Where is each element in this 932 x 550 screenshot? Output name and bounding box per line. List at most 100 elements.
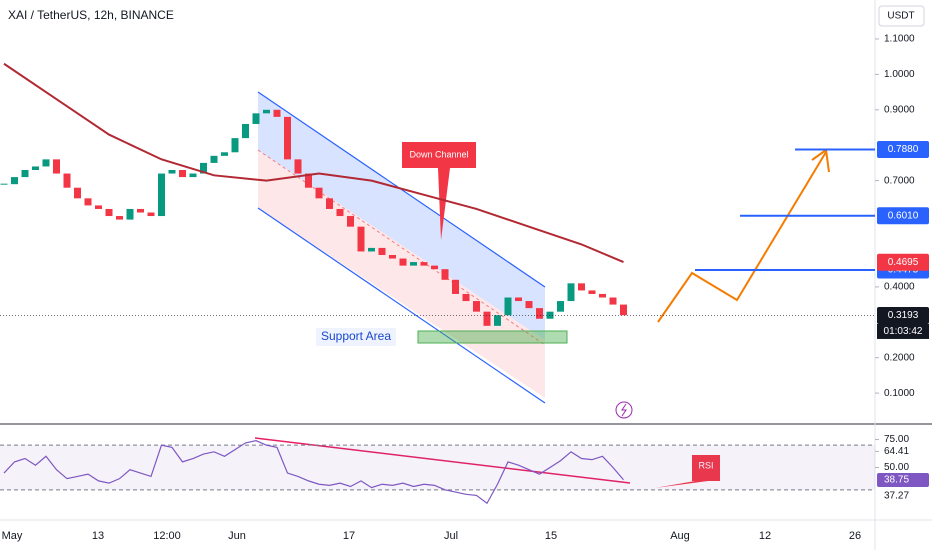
candle <box>494 315 501 326</box>
rsi-callout-text: RSI <box>698 460 713 470</box>
candle <box>168 170 176 174</box>
event-icon <box>621 403 627 417</box>
x-tick-label: 13 <box>92 530 104 542</box>
candle <box>42 159 50 167</box>
candle <box>462 293 470 302</box>
candle <box>599 293 606 298</box>
x-tick-label: Jun <box>228 530 246 542</box>
countdown: 01:03:42 <box>884 326 923 337</box>
callout <box>402 142 476 240</box>
rsi-tag: 38.75 <box>884 475 909 486</box>
candle <box>410 262 417 266</box>
candle <box>273 109 281 117</box>
candle <box>242 123 249 139</box>
candle <box>189 173 197 178</box>
channel-fill <box>258 92 545 340</box>
projection-arrow <box>657 151 827 323</box>
candle <box>284 116 291 160</box>
candle <box>105 208 113 217</box>
y-tick-label: 0.7000 <box>884 175 915 186</box>
candle <box>231 138 239 153</box>
rsi-band <box>0 445 875 490</box>
candle <box>221 152 228 156</box>
candle <box>137 208 144 213</box>
candle <box>578 283 585 291</box>
candle <box>620 304 627 316</box>
rsi-line <box>3 440 624 505</box>
candle <box>252 113 260 124</box>
candle <box>567 283 575 302</box>
candle <box>536 308 543 319</box>
candle <box>483 311 491 326</box>
candle <box>557 301 564 312</box>
channel-line <box>257 207 546 404</box>
candle <box>525 301 533 309</box>
callout-text: Down Channel <box>409 149 468 159</box>
y-tick-label: 0.4000 <box>884 282 915 293</box>
y-tick-label: 0.1000 <box>884 388 915 399</box>
x-tick-label: May <box>2 530 23 542</box>
currency-box[interactable] <box>878 5 925 27</box>
candle <box>368 247 375 252</box>
candle <box>315 187 323 199</box>
level-tag-bg <box>877 207 929 225</box>
currency[interactable]: USDT <box>887 11 914 22</box>
candle <box>609 297 617 305</box>
candle <box>420 262 428 266</box>
candle <box>263 109 270 114</box>
candle <box>200 162 207 174</box>
channel-mid <box>257 149 546 346</box>
candle <box>147 212 155 217</box>
candle <box>326 198 333 209</box>
candle <box>378 247 386 255</box>
candle <box>294 159 302 174</box>
rsi-tick-label: 75.00 <box>884 434 909 445</box>
support-label: Support Area <box>321 329 391 343</box>
candle <box>399 258 407 266</box>
candle <box>431 265 438 270</box>
support-zone <box>417 330 568 344</box>
rsi-callout <box>655 455 720 488</box>
last-price-tag: 0.3193 <box>888 310 919 321</box>
x-tick-label: 12:00 <box>153 530 181 542</box>
candle <box>21 170 29 178</box>
y-tick-label: 1.1000 <box>884 34 915 45</box>
candle <box>357 226 365 252</box>
channel-fill-lower <box>258 150 545 398</box>
y-tick-label: 1.0000 <box>884 69 915 80</box>
event-icon <box>615 401 633 419</box>
candle <box>347 216 354 227</box>
ma-tag-bg <box>877 253 929 271</box>
x-tick-label: Aug <box>670 530 690 542</box>
support-label-bg <box>316 328 396 346</box>
rsi-tick-label: 50.00 <box>884 462 909 473</box>
candle <box>179 170 186 178</box>
x-tick-label: 17 <box>343 530 355 542</box>
candle <box>441 269 449 280</box>
candle <box>116 216 123 220</box>
candle <box>588 290 596 294</box>
level-tag: 0.6010 <box>888 210 919 221</box>
candle <box>336 208 344 217</box>
countdown-bg <box>877 323 929 339</box>
x-tick-label: Jul <box>444 530 458 542</box>
moving-average <box>3 62 624 264</box>
last-price-tag-bg <box>877 306 929 324</box>
rsi-tag-bg <box>877 473 929 488</box>
candle <box>53 159 60 174</box>
level-tag-bg <box>877 140 929 158</box>
x-tick-label: 12 <box>759 530 771 542</box>
chart-title: XAI / TetherUS, 12h, BINANCE <box>8 8 174 22</box>
candle <box>126 208 134 220</box>
candle <box>515 297 522 302</box>
candle <box>74 187 81 199</box>
x-tick-label: 15 <box>545 530 557 542</box>
rsi-tick-label: 64.41 <box>884 446 909 457</box>
candle <box>473 301 480 312</box>
candle <box>158 173 165 217</box>
rsi-ma-label: 37.27 <box>884 491 909 502</box>
candle <box>452 279 459 294</box>
candle <box>95 205 102 209</box>
